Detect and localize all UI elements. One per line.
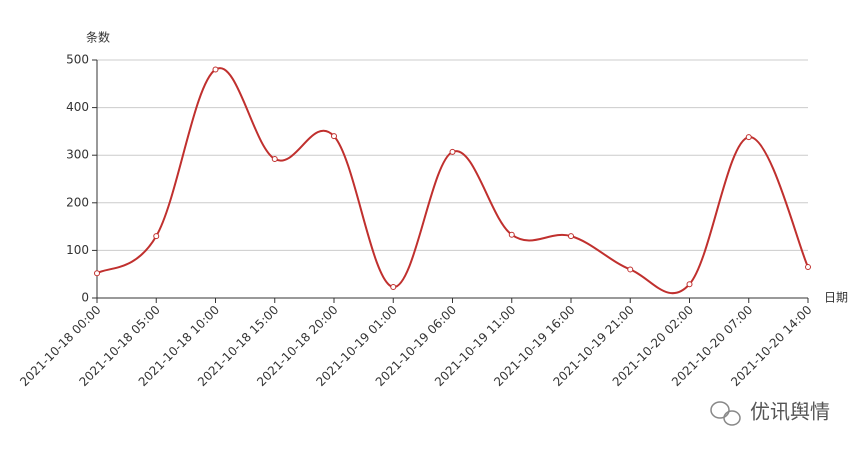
y-tick-label: 0 bbox=[81, 291, 89, 305]
point bbox=[508, 231, 515, 238]
y-tick-label: 400 bbox=[66, 100, 89, 114]
line bbox=[96, 67, 809, 295]
point bbox=[212, 66, 219, 73]
y-tick-label: 300 bbox=[66, 148, 89, 162]
watermark: 优讯舆情 bbox=[750, 400, 830, 424]
point bbox=[271, 156, 278, 163]
point bbox=[331, 133, 337, 140]
watermark-icon bbox=[710, 401, 741, 426]
point bbox=[805, 264, 811, 271]
point bbox=[627, 266, 634, 273]
point bbox=[745, 134, 752, 141]
x-axis-label: 日期 bbox=[824, 291, 848, 305]
y-tick-label: 100 bbox=[66, 243, 89, 257]
point bbox=[449, 148, 456, 155]
point bbox=[568, 233, 574, 240]
point bbox=[686, 281, 693, 288]
point bbox=[94, 270, 100, 277]
point bbox=[153, 233, 160, 240]
point bbox=[390, 284, 397, 291]
y-tick-label: 500 bbox=[66, 53, 89, 67]
y-axis-label: 条数 bbox=[86, 30, 110, 45]
y-tick-label: 200 bbox=[66, 195, 89, 209]
